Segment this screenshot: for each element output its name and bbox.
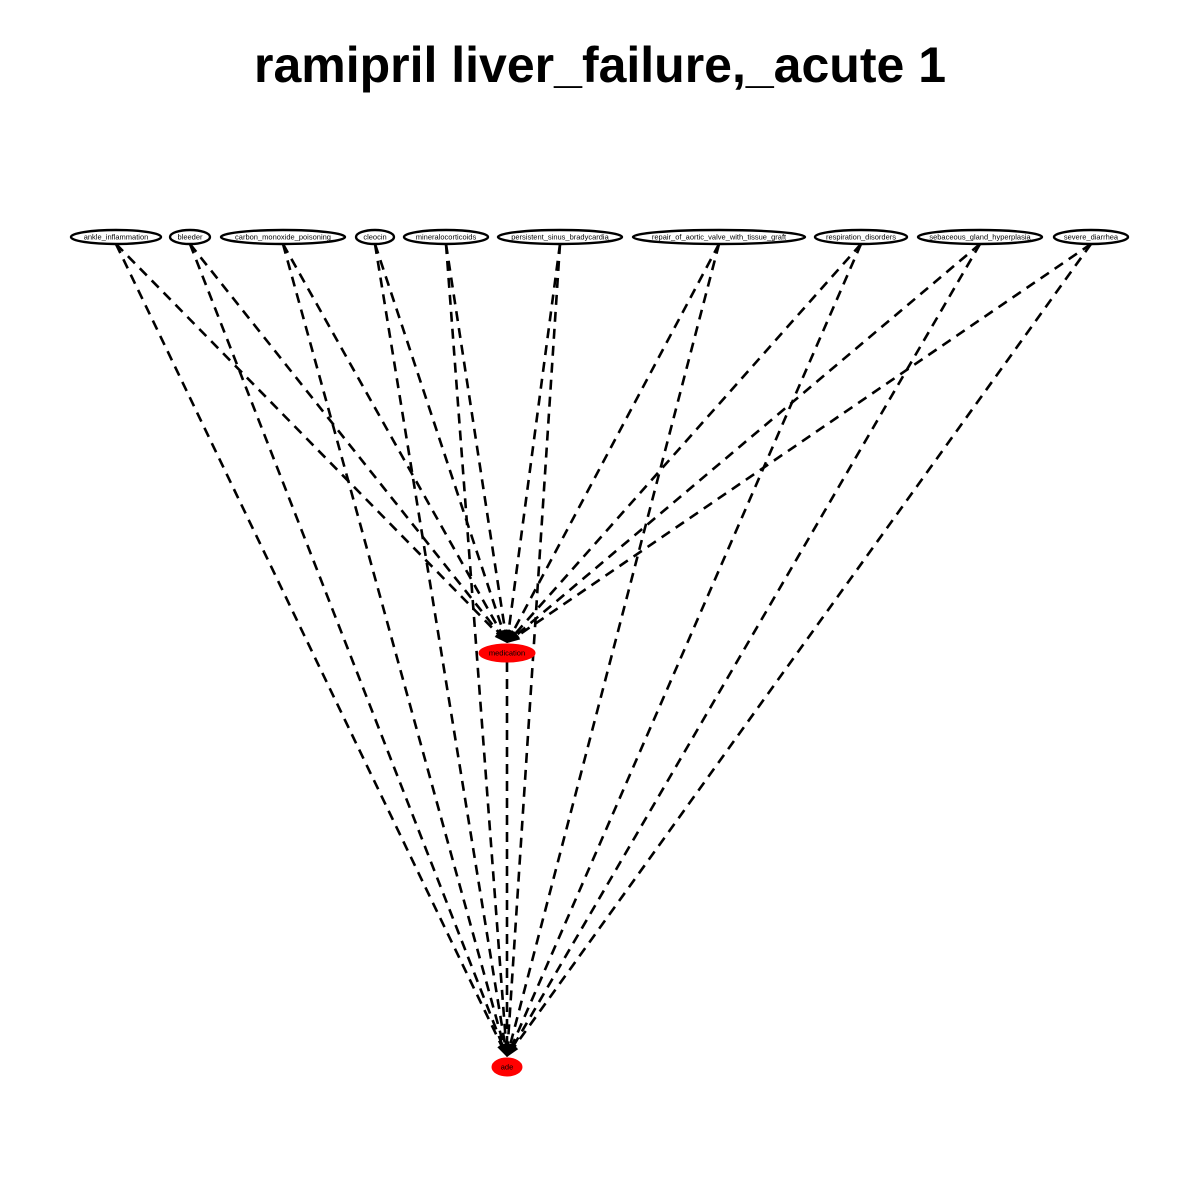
- node-label-severe_diarrhea: severe_diarrhea: [1064, 233, 1119, 242]
- edge-mineralocorticoids-to-medication: [444, 243, 507, 631]
- node-shape-ankle_inflammation: [69, 228, 163, 246]
- edge-severe_diarrhea-to-ade: [513, 243, 1093, 1048]
- node-sebaceous_gland_hyperplasia: sebaceous_gland_hyperplasia: [916, 228, 1044, 246]
- node-shape-carbon_monoxide_poisoning: [219, 228, 347, 246]
- node-ankle_inflammation: ankle_inflammation: [69, 228, 163, 246]
- node-shape-bleeder: [168, 228, 212, 246]
- node-label-ade: ade: [501, 1063, 514, 1072]
- edge-ankle_inflammation-to-medication: [115, 243, 499, 635]
- edge-sebaceous_gland_hyperplasia-to-ade: [512, 243, 982, 1047]
- node-bleeder: bleeder: [168, 228, 212, 246]
- node-label-respiration_disorders: respiration_disorders: [826, 233, 896, 242]
- node-shape-repair_of_aortic_valve_with_tissue_graft: [631, 228, 807, 246]
- node-label-carbon_monoxide_poisoning: carbon_monoxide_poisoning: [235, 233, 331, 242]
- node-ade: ade: [491, 1057, 523, 1077]
- node-shape-sebaceous_gland_hyperplasia: [916, 228, 1044, 246]
- arrowhead-severe_diarrhea-to-medication: [507, 631, 521, 643]
- node-repair_of_aortic_valve_with_tissue_graft: repair_of_aortic_valve_with_tissue_graft: [631, 228, 807, 246]
- node-label-medication: medication: [489, 649, 525, 658]
- edge-sebaceous_gland_hyperplasia-to-medication: [516, 243, 981, 636]
- edge-persistent_sinus_bradycardia-to-medication: [507, 243, 562, 631]
- edges-layer: [114, 242, 1093, 1057]
- edge-carbon_monoxide_poisoning-to-medication: [281, 243, 502, 633]
- edge-respiration_disorders-to-medication: [514, 243, 862, 635]
- nodes-layer: ankle_inflammation bleeder carbon_monoxide…: [69, 228, 1130, 1077]
- edge-respiration_disorders-to-ade: [510, 243, 863, 1046]
- edge-ankle_inflammation-to-ade: [114, 243, 503, 1046]
- edge-bleeder-to-ade: [188, 243, 504, 1046]
- edge-severe_diarrhea-to-medication: [517, 242, 1092, 637]
- node-respiration_disorders: respiration_disorders: [813, 228, 909, 246]
- node-severe_diarrhea: severe_diarrhea: [1052, 228, 1130, 246]
- edge-persistent_sinus_bradycardia-to-ade: [506, 243, 562, 1045]
- node-mineralocorticoids: mineralocorticoids: [402, 228, 490, 246]
- node-label-ankle_inflammation: ankle_inflammation: [84, 233, 149, 242]
- node-shape-ade: [491, 1057, 523, 1077]
- arrowhead-severe_diarrhea-to-ade: [507, 1043, 519, 1057]
- diagram-title: ramipril liver_failure,_acute 1: [253, 37, 947, 93]
- node-shape-severe_diarrhea: [1052, 228, 1130, 246]
- node-label-mineralocorticoids: mineralocorticoids: [416, 233, 477, 242]
- node-shape-cleocin: [354, 228, 396, 246]
- node-label-bleeder: bleeder: [177, 233, 203, 242]
- node-shape-medication: [478, 643, 536, 663]
- edge-mineralocorticoids-to-ade: [444, 243, 508, 1045]
- edge-repair_of_aortic_valve_with_tissue_graft-to-ade: [509, 243, 721, 1045]
- node-shape-persistent_sinus_bradycardia: [496, 228, 624, 246]
- node-persistent_sinus_bradycardia: persistent_sinus_bradycardia: [496, 228, 624, 246]
- node-cleocin: cleocin: [354, 228, 396, 246]
- node-shape-respiration_disorders: [813, 228, 909, 246]
- node-label-sebaceous_gland_hyperplasia: sebaceous_gland_hyperplasia: [929, 233, 1031, 242]
- node-shape-mineralocorticoids: [402, 228, 490, 246]
- edge-carbon_monoxide_poisoning-to-ade: [281, 243, 505, 1045]
- node-label-persistent_sinus_bradycardia: persistent_sinus_bradycardia: [511, 233, 609, 242]
- node-carbon_monoxide_poisoning: carbon_monoxide_poisoning: [219, 228, 347, 246]
- edge-bleeder-to-medication: [188, 243, 500, 634]
- node-label-cleocin: cleocin: [363, 233, 386, 242]
- node-medication: medication: [478, 643, 536, 663]
- arrowhead-medication-to-ade: [502, 1044, 512, 1057]
- node-label-repair_of_aortic_valve_with_tissue_graft: repair_of_aortic_valve_with_tissue_graft: [652, 233, 787, 242]
- edge-repair_of_aortic_valve_with_tissue_graft-to-medication: [511, 243, 721, 633]
